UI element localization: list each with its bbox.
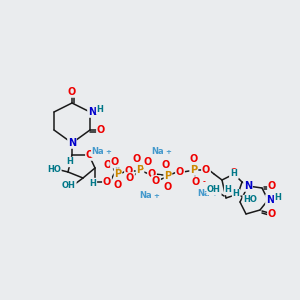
Text: O: O bbox=[176, 167, 184, 177]
Text: O: O bbox=[86, 150, 94, 160]
Text: HO: HO bbox=[243, 196, 257, 205]
Text: Na: Na bbox=[92, 148, 104, 157]
Text: OH: OH bbox=[62, 182, 76, 190]
Text: O: O bbox=[268, 209, 276, 219]
Text: O: O bbox=[230, 168, 238, 178]
Text: N: N bbox=[88, 107, 96, 117]
Text: H: H bbox=[232, 190, 239, 199]
Text: +: + bbox=[105, 149, 111, 155]
Text: P: P bbox=[114, 169, 122, 179]
Text: O: O bbox=[103, 177, 111, 187]
Text: P: P bbox=[136, 165, 144, 175]
Text: O: O bbox=[97, 125, 105, 135]
Text: OH: OH bbox=[207, 185, 221, 194]
Text: O: O bbox=[192, 177, 200, 187]
Text: O: O bbox=[190, 154, 198, 164]
Text: H: H bbox=[90, 178, 96, 188]
Text: O: O bbox=[202, 165, 210, 175]
Text: P: P bbox=[190, 165, 198, 175]
Text: Na: Na bbox=[198, 190, 210, 199]
Text: P: P bbox=[164, 171, 172, 181]
Text: Na: Na bbox=[152, 148, 164, 157]
Text: H: H bbox=[231, 169, 237, 178]
Text: O: O bbox=[144, 157, 152, 167]
Text: -: - bbox=[202, 179, 206, 185]
Text: O: O bbox=[162, 160, 170, 170]
Text: O: O bbox=[114, 180, 122, 190]
Text: HO: HO bbox=[47, 166, 61, 175]
Text: O: O bbox=[68, 87, 76, 97]
Text: N: N bbox=[266, 195, 274, 205]
Text: H: H bbox=[274, 194, 281, 202]
Text: O: O bbox=[152, 176, 160, 186]
Text: O: O bbox=[133, 154, 141, 164]
Text: +: + bbox=[165, 149, 171, 155]
Text: O: O bbox=[148, 169, 156, 179]
Text: O: O bbox=[164, 182, 172, 192]
Text: N: N bbox=[68, 138, 76, 148]
Text: O: O bbox=[126, 173, 134, 183]
Text: O: O bbox=[268, 181, 276, 191]
Text: H: H bbox=[225, 185, 231, 194]
Text: +: + bbox=[153, 193, 159, 199]
Text: Na: Na bbox=[140, 191, 152, 200]
Text: H: H bbox=[97, 104, 104, 113]
Text: H: H bbox=[67, 158, 73, 166]
Text: O: O bbox=[125, 166, 133, 176]
Text: O: O bbox=[111, 157, 119, 167]
Text: O: O bbox=[104, 160, 112, 170]
Text: +: + bbox=[211, 191, 217, 197]
Text: N: N bbox=[244, 181, 252, 191]
